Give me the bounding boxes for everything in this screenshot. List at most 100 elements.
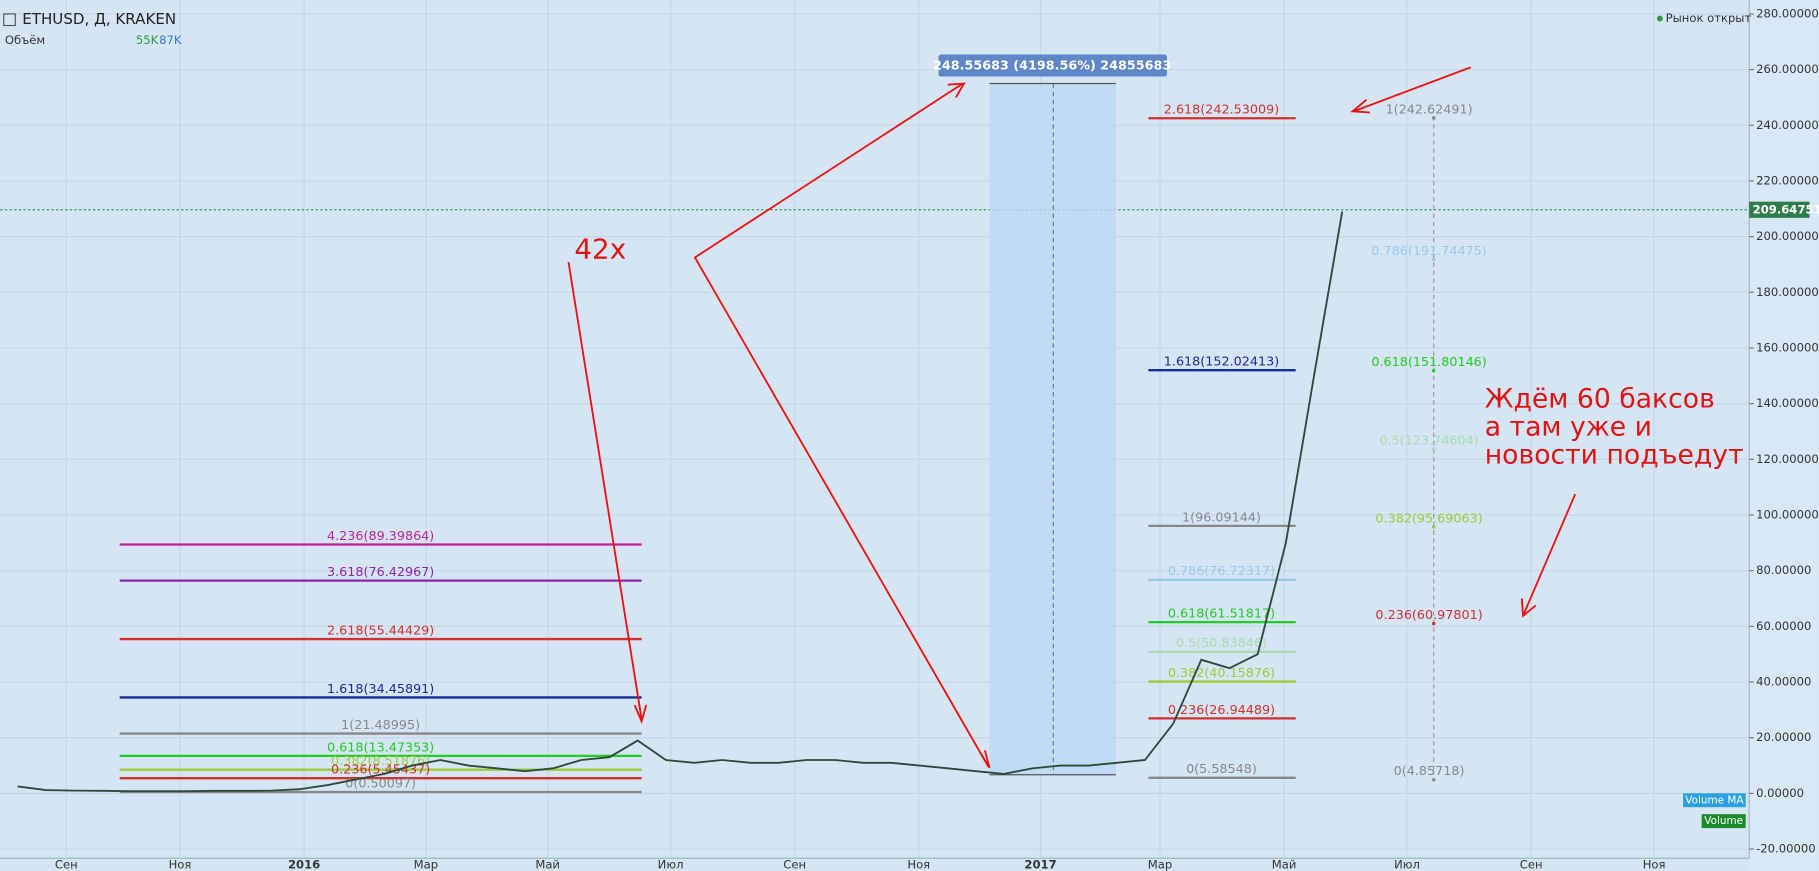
- x-tick-label: Ноя: [907, 858, 930, 871]
- fib-label: 0.382(40.15876): [1168, 666, 1275, 681]
- fib-label: 0.236(5.45437): [331, 763, 430, 778]
- price-axis-background: [1749, 0, 1819, 871]
- fib-label: 0.786(76.72317): [1168, 564, 1275, 579]
- y-tick-label: 0.00000: [1756, 786, 1804, 800]
- fib-point: [1431, 525, 1436, 529]
- y-tick-label: 260.00000: [1756, 62, 1819, 76]
- fib-label: 2.618(242.53009): [1164, 103, 1279, 118]
- y-tick-label: 100.00000: [1756, 508, 1819, 522]
- fib-levels: 4.236(89.39864) 3.618(76.42967) 2.618(55.4…: [119, 102, 1487, 794]
- annotation-note: новости подъедут: [1485, 439, 1744, 470]
- fib-point: [1431, 778, 1436, 782]
- y-tick-label: 180.00000: [1756, 285, 1819, 299]
- arrows: [567, 66, 1577, 769]
- fib-label: 0(0.50097): [345, 776, 416, 791]
- arrow: [693, 82, 990, 768]
- x-tick-label: Сен: [55, 858, 78, 871]
- arrow-head: [1520, 598, 1537, 618]
- y-tick-label: 140.00000: [1756, 396, 1819, 410]
- y-tick-label: 120.00000: [1756, 452, 1819, 466]
- status-dot: [1656, 15, 1663, 22]
- price-line: [17, 211, 1344, 793]
- grid: [0, 0, 1750, 859]
- fib-point: [1431, 116, 1436, 120]
- y-tick-label: 280.00000: [1756, 6, 1819, 20]
- fib-label: 0.5(50.83846): [1176, 636, 1267, 651]
- fib-label: 0.618(151.80146): [1371, 355, 1486, 370]
- arrow-head: [1350, 99, 1370, 114]
- fib-point: [1431, 447, 1436, 451]
- y-tick-label: 220.00000: [1756, 173, 1819, 187]
- symbol-title[interactable]: ETHUSD, Д, KRAKEN: [22, 10, 176, 28]
- fib-label: 0.786(191.74475): [1371, 244, 1486, 259]
- badge-label: Volume: [1704, 815, 1743, 827]
- y-tick-label: 60.00000: [1756, 619, 1811, 633]
- x-tick-label: Июл: [1394, 858, 1420, 871]
- fib-label: 0.5(123.74604): [1379, 433, 1478, 448]
- fib-label: 0(4.85718): [1394, 764, 1465, 779]
- x-tick-label: 2016: [288, 858, 320, 871]
- collapse-icon[interactable]: [3, 13, 16, 27]
- volume-value: 87K: [159, 33, 182, 47]
- arrow-head: [979, 750, 991, 769]
- x-tick-label: Сен: [1520, 858, 1543, 871]
- arrow: [1353, 66, 1472, 113]
- x-tick-label: Мар: [1148, 858, 1172, 871]
- fib-label: 2.618(55.44429): [327, 623, 434, 638]
- last-price-box: [1749, 201, 1810, 218]
- y-tick-label: 200.00000: [1756, 229, 1819, 243]
- annotation-note: Ждём 60 баксов: [1485, 384, 1715, 415]
- fib-label: 1(242.62491): [1386, 102, 1473, 117]
- measure-label-box: [938, 54, 1167, 77]
- fib-label: 0.382(8.51876): [331, 754, 430, 769]
- market-status: Рынок открыт: [1666, 11, 1752, 25]
- badge-volume-ma[interactable]: [1683, 793, 1746, 808]
- fib-label: 1(96.09144): [1182, 510, 1261, 525]
- y-tick-label: -20.00000: [1756, 842, 1815, 856]
- x-tick-label: Ноя: [169, 858, 192, 871]
- y-tick-label: 240.00000: [1756, 118, 1819, 132]
- y-tick-label: 20.00000: [1756, 730, 1811, 744]
- fib-label: 0.618(13.47353): [327, 740, 434, 755]
- x-tick-label: Май: [535, 858, 560, 871]
- y-tick-label: 160.00000: [1756, 340, 1819, 354]
- fib-label: 0.236(60.97801): [1375, 608, 1482, 623]
- badge-label: Volume MA: [1685, 794, 1744, 806]
- x-tick-label: Май: [1272, 858, 1297, 871]
- price-series: [17, 211, 1344, 793]
- fib-point: [1431, 257, 1436, 262]
- arrow-head: [633, 704, 648, 725]
- fib-label: 0.382(95.69063): [1375, 511, 1482, 526]
- x-tick-label: Июл: [658, 858, 684, 871]
- arrow: [567, 261, 643, 720]
- axes: 280.00000 260.00000 240.00000 220.00000 200.…: [55, 6, 1819, 871]
- measure-area: [989, 83, 1116, 775]
- fib-label: 3.618(76.42967): [327, 565, 434, 580]
- indicator-name[interactable]: Объём: [5, 33, 45, 47]
- fib-label: 1.618(152.02413): [1164, 355, 1279, 370]
- last-price-label: 209.64751: [1753, 202, 1819, 216]
- volume-value: 55K: [136, 33, 159, 47]
- x-tick-label: Ноя: [1643, 858, 1666, 871]
- fib-point: [1431, 621, 1436, 626]
- measure-label: 248.55683 (4198.56%) 24855683: [933, 59, 1171, 74]
- fib-label: 0.236(26.94489): [1168, 703, 1275, 718]
- annotation-note: а там уже и: [1485, 411, 1652, 442]
- fib-label: 0(5.58548): [1186, 762, 1257, 777]
- arrow: [1522, 493, 1577, 617]
- fib-point: [1431, 369, 1436, 373]
- arrow-head: [947, 82, 966, 98]
- fib-label: 4.236(89.39864): [327, 529, 434, 544]
- x-tick-label: 2017: [1024, 858, 1056, 871]
- fib-label: 0.618(61.51817): [1168, 607, 1275, 622]
- fib-label: 1(21.48995): [341, 718, 420, 733]
- y-tick-label: 40.00000: [1756, 675, 1811, 689]
- fib-label: 1.618(34.45891): [327, 682, 434, 697]
- annotation-multiplier: 42x: [574, 233, 626, 266]
- x-tick-label: Сен: [783, 858, 806, 871]
- y-tick-label: 80.00000: [1756, 563, 1811, 577]
- badge-volume[interactable]: [1701, 814, 1746, 829]
